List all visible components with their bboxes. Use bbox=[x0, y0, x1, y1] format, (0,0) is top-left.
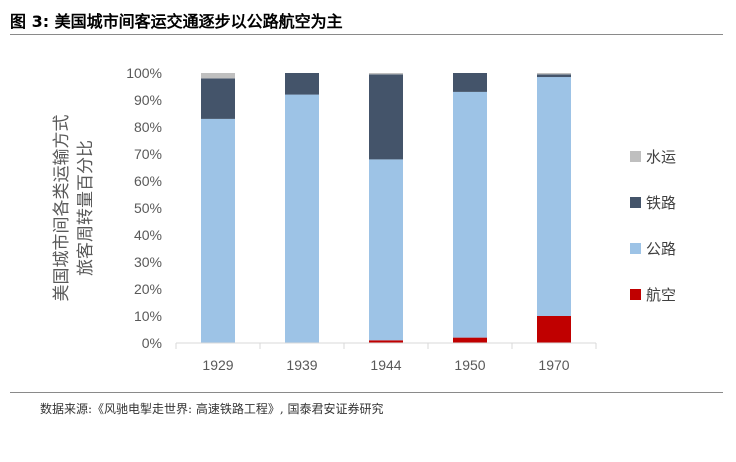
legend-swatch bbox=[630, 243, 641, 254]
x-tick-label: 1950 bbox=[454, 357, 485, 373]
y-axis-label-line-1: 美国城市间各类运输方式 bbox=[52, 115, 72, 302]
bar-segment bbox=[537, 77, 571, 316]
legend-label: 水运 bbox=[646, 148, 676, 166]
y-axis-ticks: 0% 10% 20% 30% 40% 50% 60% 70% 80% 90% 100% bbox=[126, 65, 162, 351]
y-tick-label: 30% bbox=[134, 254, 162, 270]
bars bbox=[201, 73, 571, 344]
bar-segment bbox=[453, 91, 487, 338]
x-tick-label: 1970 bbox=[538, 357, 569, 373]
y-tick-label: 90% bbox=[134, 92, 162, 108]
legend-label: 公路 bbox=[646, 240, 676, 258]
y-tick-label: 40% bbox=[134, 227, 162, 243]
y-tick-label: 70% bbox=[134, 146, 162, 162]
bar-segment bbox=[537, 316, 571, 343]
legend-label: 航空 bbox=[646, 286, 676, 304]
figure-title: 图 3: 美国城市间客运交通逐步以公路航空为主 bbox=[10, 12, 343, 31]
bar-segment bbox=[537, 74, 571, 78]
bar-segment bbox=[201, 78, 235, 119]
y-tick-label: 100% bbox=[126, 65, 162, 81]
y-tick-label: 60% bbox=[134, 173, 162, 189]
y-tick-label: 50% bbox=[134, 200, 162, 216]
legend-swatch bbox=[630, 289, 641, 300]
x-tick-label: 1944 bbox=[370, 357, 401, 373]
source-divider bbox=[10, 392, 723, 393]
bar-segment bbox=[537, 73, 571, 75]
y-tick-label: 0% bbox=[142, 335, 162, 351]
y-axis-label-line-2: 旅客周转量百分比 bbox=[76, 140, 96, 276]
source-note: 数据来源:《风驰电掣走世界: 高速铁路工程》, 国泰君安证券研究 bbox=[40, 402, 384, 416]
y-tick-label: 10% bbox=[134, 308, 162, 324]
bar-segment bbox=[369, 340, 403, 343]
bar-segment bbox=[453, 73, 487, 92]
legend-label: 铁路 bbox=[646, 194, 676, 212]
title-divider bbox=[10, 34, 723, 35]
x-tick-label: 1939 bbox=[286, 357, 317, 373]
bar-segment bbox=[369, 74, 403, 160]
legend-swatch bbox=[630, 197, 641, 208]
x-axis-ticks: 1929 1939 1944 1950 1970 bbox=[175, 343, 597, 373]
y-axis-label: 美国城市间各类运输方式 旅客周转量百分比 bbox=[52, 115, 96, 302]
bar-segment bbox=[285, 73, 319, 95]
y-tick-label: 80% bbox=[134, 119, 162, 135]
bar-segment bbox=[453, 337, 487, 343]
y-tick-label: 20% bbox=[134, 281, 162, 297]
x-tick-label: 1929 bbox=[202, 357, 233, 373]
bar-segment bbox=[369, 159, 403, 341]
bar-segment bbox=[369, 73, 403, 75]
bar-segment bbox=[201, 118, 235, 344]
bar-segment bbox=[285, 94, 319, 343]
legend-swatch bbox=[630, 151, 641, 162]
bar-segment bbox=[201, 73, 235, 79]
